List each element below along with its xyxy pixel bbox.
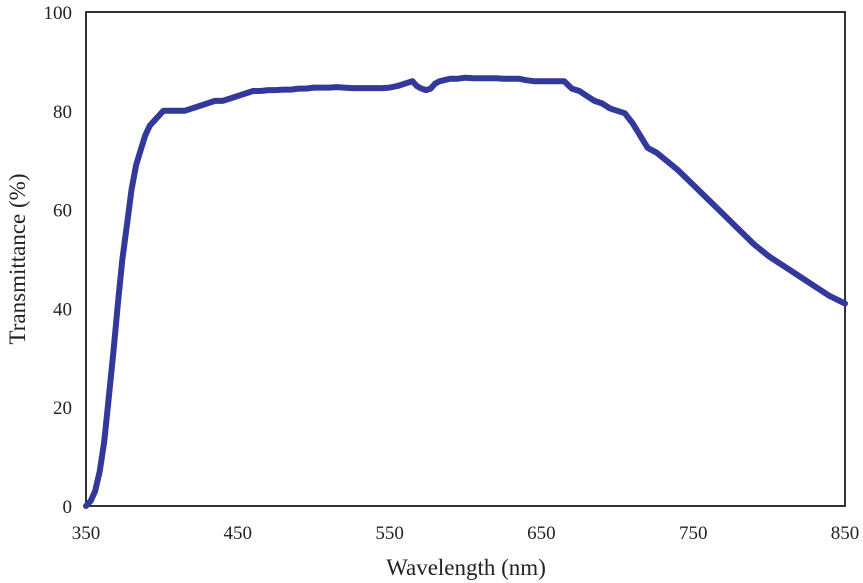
y-tick-label-60: 60 [53,201,72,222]
y-axis-title: Transmittance (%) [5,174,30,345]
y-tick-labels: 0 20 40 60 80 100 [44,3,73,518]
x-tick-label-650: 650 [527,523,556,544]
y-tick-label-80: 80 [53,102,72,123]
x-axis-title: Wavelength (nm) [386,555,546,580]
y-tick-label-100: 100 [44,3,73,24]
y-tick-label-0: 0 [63,497,73,518]
transmittance-series-line [83,74,848,509]
x-tick-label-850: 850 [831,523,860,544]
x-tick-label-750: 750 [679,523,708,544]
x-tick-label-450: 450 [224,523,253,544]
plot-area [85,11,846,507]
y-tick-label-40: 40 [53,299,72,320]
y-tick-label-20: 20 [53,398,72,419]
x-tick-label-350: 350 [72,523,101,544]
x-tick-labels: 350 450 550 650 750 850 [72,523,860,544]
x-tick-label-550: 550 [375,523,404,544]
